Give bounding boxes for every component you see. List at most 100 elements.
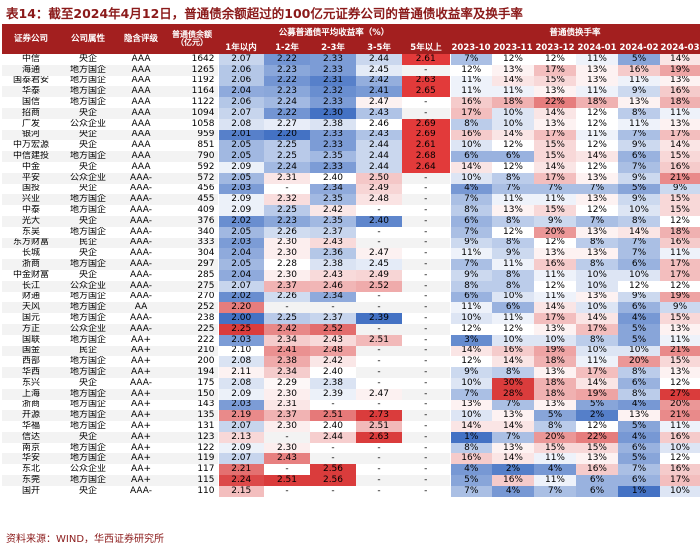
turnover-cell: 12% bbox=[492, 226, 534, 238]
company-cell: 海通 bbox=[2, 64, 60, 76]
yield-cell: 2.63 bbox=[402, 75, 450, 87]
turnover-cell: 14% bbox=[576, 377, 618, 389]
balance-cell: 1058 bbox=[191, 118, 215, 129]
yield-cell: 2.48 bbox=[356, 194, 402, 206]
turnover-cell: 15% bbox=[660, 356, 700, 368]
yield-cell: 2.31 bbox=[264, 172, 310, 184]
yield-cell: 2.33 bbox=[310, 54, 356, 65]
yield-cell: 2.46 bbox=[356, 118, 402, 130]
turnover-cell: 13% bbox=[660, 323, 700, 335]
header-yield-col: 2-3年 bbox=[310, 42, 356, 54]
rating-cell: AAA bbox=[131, 140, 151, 151]
rating-cell: AAA bbox=[116, 129, 166, 141]
balance-cell: 117 bbox=[197, 464, 215, 475]
turnover-cell: 12% bbox=[660, 453, 700, 465]
yield-cell: 2.49 bbox=[356, 269, 402, 281]
balance-cell: 275 bbox=[166, 280, 218, 292]
turnover-cell: 15% bbox=[576, 442, 618, 454]
turnover-cell: 14% bbox=[449, 421, 492, 432]
yield-cell: 2.32 bbox=[310, 86, 356, 98]
table-title: 表14：截至2024年4月12日，普通债余额超过的100亿元证券公司的普通债收益… bbox=[6, 6, 523, 21]
header-turnover-col: 2023-11 bbox=[492, 42, 534, 54]
yield-cell: 2.43 bbox=[356, 129, 402, 141]
attribute-cell: 央企 bbox=[78, 377, 97, 388]
yield-cell: 2.30 bbox=[310, 107, 356, 119]
yield-cell: - bbox=[402, 388, 450, 400]
turnover-cell: 8% bbox=[576, 259, 618, 270]
yield-cell: - bbox=[331, 399, 335, 410]
turnover-cell: 14% bbox=[492, 356, 534, 368]
rating-cell: AA+ bbox=[116, 475, 166, 486]
balance-cell: 222 bbox=[197, 334, 215, 345]
yield-cell: 2.38 bbox=[310, 118, 356, 130]
yield-cell: - bbox=[424, 442, 428, 453]
turnover-cell: 13% bbox=[576, 226, 618, 238]
rating-cell: AAA bbox=[131, 75, 151, 86]
turnover-cell: 11% bbox=[534, 194, 576, 206]
balance-cell: 210 bbox=[166, 345, 218, 357]
yield-cell: 2.37 bbox=[264, 280, 310, 292]
turnover-cell: 13% bbox=[576, 194, 618, 206]
yield-cell: 2.15 bbox=[217, 485, 264, 497]
turnover-cell: 13% bbox=[576, 453, 618, 465]
yield-cell: 2.40 bbox=[310, 421, 356, 432]
turnover-cell: 27% bbox=[660, 388, 700, 400]
turnover-cell: 14% bbox=[449, 345, 492, 357]
table-row: 中信 央企 AAA 1642 2.07 2.22 2.33 2.44 2.61 7% 12% 12% 1… bbox=[2, 54, 700, 65]
yield-cell: - bbox=[264, 302, 310, 314]
turnover-cell: 15% bbox=[534, 75, 576, 87]
table-row: 招商 央企 AAA 1094 2.07 2.22 2.30 2.43-17% 10% 14% 12%… bbox=[2, 107, 700, 119]
rating-cell: AAA- bbox=[129, 226, 153, 237]
rating-cell: AAA bbox=[131, 161, 151, 172]
turnover-cell: 18% bbox=[492, 97, 534, 108]
attribute-cell: 央企 bbox=[60, 129, 116, 141]
balance-cell: 119 bbox=[166, 453, 218, 465]
yield-cell: - bbox=[356, 302, 402, 314]
yield-cell: 2.42 bbox=[310, 205, 356, 216]
balance-cell: 270 bbox=[197, 291, 215, 302]
turnover-cell: 17% bbox=[576, 367, 618, 378]
turnover-cell: 13% bbox=[534, 323, 576, 335]
yield-cell: - bbox=[402, 107, 450, 119]
turnover-cell: 17% bbox=[534, 172, 576, 184]
turnover-cell: 7% bbox=[534, 485, 576, 497]
turnover-cell: 12% bbox=[660, 215, 700, 227]
rating-cell: AA+ bbox=[116, 410, 166, 422]
yield-cell: 2.00 bbox=[217, 313, 264, 324]
yield-cell: - bbox=[356, 345, 402, 357]
table-row: 上海 地方国企 AA+ 150 2.09 2.30 2.39 2.47-7% 28% 18% 19%… bbox=[2, 388, 700, 400]
turnover-cell: 12% bbox=[449, 323, 492, 335]
attribute-cell: 地方国企 bbox=[69, 442, 106, 453]
yield-cell: 2.30 bbox=[264, 248, 310, 260]
yield-cell: 2.42 bbox=[310, 356, 356, 368]
yield-cell: 2.42 bbox=[264, 323, 310, 335]
turnover-cell: 5% bbox=[618, 323, 660, 335]
header-balance: 普通债余额（亿元） bbox=[166, 24, 218, 54]
turnover-cell: 13% bbox=[534, 118, 576, 130]
yield-cell: 2.22 bbox=[264, 107, 310, 119]
attribute-cell: 地方国企 bbox=[60, 410, 116, 422]
turnover-cell: 9% bbox=[618, 172, 660, 184]
table-row: 国信 地方国企 AAA 1122 2.06 2.24 2.33 2.47-16% 18% 22% 1… bbox=[2, 97, 700, 108]
header-yield-col: 1-2年 bbox=[264, 42, 310, 54]
header-turnover-col: 2023-10 bbox=[450, 42, 492, 54]
attribute-cell: 地方国企 bbox=[69, 334, 106, 345]
turnover-cell: 9% bbox=[534, 215, 576, 227]
turnover-cell: 13% bbox=[492, 442, 534, 454]
rating-cell: AAA bbox=[116, 64, 166, 76]
company-cell: 长江 bbox=[2, 280, 60, 292]
company-cell: 中信 bbox=[21, 54, 40, 64]
yield-cell: - bbox=[402, 302, 450, 314]
attribute-cell: 地方国企 bbox=[60, 64, 116, 76]
rating-cell: AA+ bbox=[116, 388, 166, 400]
table-row: 东莞 地方国企 AA+ 115 2.24 2.51 2.56- -5% 16% 11% 6% 6% 17… bbox=[2, 475, 700, 486]
turnover-cell: 11% bbox=[492, 86, 534, 98]
turnover-cell: 10% bbox=[449, 140, 492, 152]
turnover-cell: 17% bbox=[576, 323, 618, 335]
turnover-cell: 4% bbox=[449, 183, 492, 195]
turnover-cell: 12% bbox=[618, 280, 660, 292]
attribute-cell: 地方国企 bbox=[69, 97, 106, 108]
turnover-cell: 10% bbox=[660, 485, 700, 497]
yield-cell: 2.44 bbox=[356, 54, 402, 65]
turnover-cell: 20% bbox=[618, 356, 660, 368]
